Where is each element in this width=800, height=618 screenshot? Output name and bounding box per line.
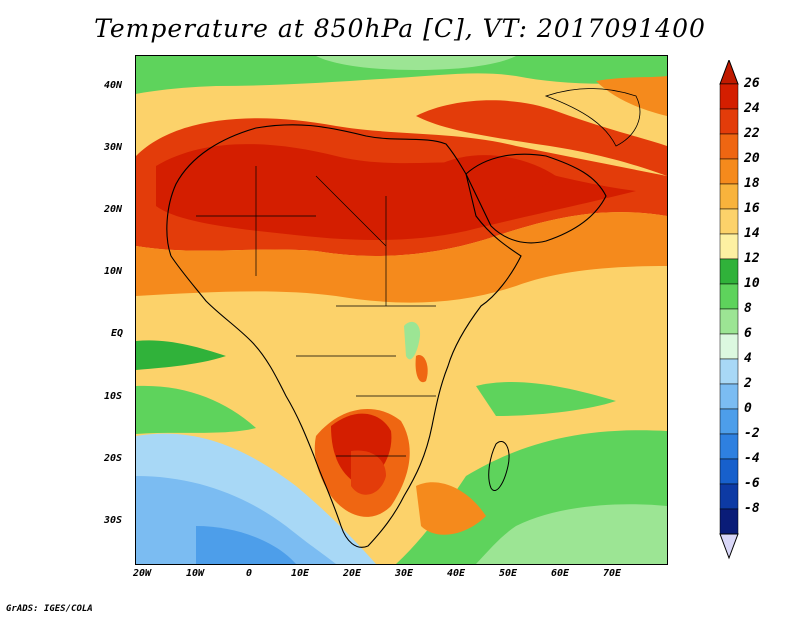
colorbar-label: -6 [744,476,760,491]
colorbar-label: 8 [744,301,752,316]
colorbar-label: 24 [744,101,760,116]
lon-label-30e: 30E [395,568,414,579]
iberia-yellow [136,86,226,116]
colorbar-bin [719,108,739,135]
colorbar-bin [719,483,739,510]
colorbar-bin [719,433,739,460]
map-field [136,56,667,564]
colorbar-bin [719,233,739,260]
colorbar-label: 26 [744,76,760,91]
lat-label-30s: 30S [104,515,123,526]
colorbar-bin [719,258,739,285]
lat-label-30n: 30N [104,142,123,153]
lon-label-20e: 20E [343,568,362,579]
lon-label-10e: 10E [291,568,310,579]
colorbar-label: 20 [744,151,760,166]
lon-label-50e: 50E [499,568,518,579]
sea-cold-sw [136,476,336,564]
colorbar [719,60,739,560]
arabia-coastline [465,153,607,244]
middle-east-borders [544,88,641,147]
sea-colder-sw [196,526,296,564]
rift-orange [415,355,428,383]
lat-label-20s: 20S [104,453,123,464]
sea-green-west [136,385,256,434]
colorbar-label: 22 [744,126,760,141]
africa-coastline [166,124,522,548]
lat-label-10n: 10N [104,266,123,277]
lon-label-10w: 10W [186,568,205,579]
colorbar-label: 12 [744,251,760,266]
sea-green-mid [476,381,616,416]
lon-label-20w: 20W [133,568,152,579]
kalahari-hot [351,450,386,495]
colorbar-label: 14 [744,226,760,241]
lon-label-0: 0 [246,568,253,579]
colorbar-label: -2 [744,426,760,441]
colorbar-bin [719,208,739,235]
colorbar-label: 18 [744,176,760,191]
colorbar-label: 6 [744,326,752,341]
se-africa-orange [416,482,486,535]
country-borders [196,166,436,457]
lat-label-eq: EQ [111,328,124,339]
colorbar-bin [719,183,739,210]
map-title: Temperature at 850hPa [C], VT: 201709140… [94,14,706,43]
mediterranean-green [136,56,667,94]
colorbar-label: 2 [744,376,752,391]
colorbar-bin [719,133,739,160]
colorbar-label: 10 [744,276,760,291]
colorbar-bin [719,383,739,410]
lat-label-10s: 10S [104,391,123,402]
lat-label-20n: 20N [104,204,123,215]
lat-label-40n: 40N [104,80,123,91]
colorbar-bin [719,458,739,485]
colorbar-label: 16 [744,201,760,216]
colorbar-bin [719,408,739,435]
madagascar-coastline [488,441,510,491]
coastline-overlay [166,88,641,548]
colorbar-bin [719,333,739,360]
colorbar-label: 4 [744,351,752,366]
colorbar-bin [719,508,739,535]
lon-label-60e: 60E [551,568,570,579]
iran-orange [596,76,667,116]
temperature-map [135,55,668,565]
colorbar-bin [719,158,739,185]
arabia-north-hot [416,100,667,176]
lon-label-70e: 70E [603,568,622,579]
mediterranean-light [316,56,516,70]
colorbar-label: -8 [744,501,760,516]
colorbar-label: 0 [744,401,752,416]
sea-lightgreen-se [476,504,667,564]
colorbar-bin [719,308,739,335]
colorbar-bottom-arrow [719,533,739,560]
gulf-green [136,340,226,370]
colorbar-bin [719,83,739,110]
grads-credit: GrADS: IGES/COLA [6,604,93,614]
arabia-hot [436,155,556,203]
lon-label-40e: 40E [447,568,466,579]
colorbar-bin [719,283,739,310]
lake-victoria-cool [404,321,421,360]
sahel-orange [136,212,667,303]
colorbar-bin [719,358,739,385]
colorbar-label: -4 [744,451,760,466]
colorbar-top-arrow [719,60,739,85]
